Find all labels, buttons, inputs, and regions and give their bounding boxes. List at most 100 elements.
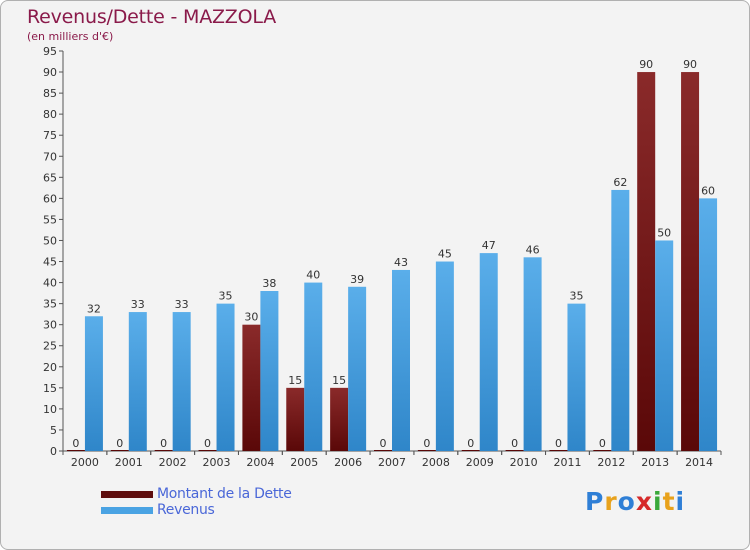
data-label-revenus-2009: 47 bbox=[482, 239, 496, 252]
bar-revenus-2010 bbox=[523, 257, 542, 451]
x-tick-label: 2002 bbox=[159, 456, 187, 469]
data-label-dette-2014: 90 bbox=[683, 58, 697, 71]
x-tick-label: 2001 bbox=[115, 456, 143, 469]
data-label-revenus-2012: 62 bbox=[613, 176, 627, 189]
data-label-dette-2003: 0 bbox=[204, 437, 211, 450]
y-tick-label: 45 bbox=[43, 256, 57, 269]
y-tick-label: 15 bbox=[43, 382, 57, 395]
bar-revenus-2006 bbox=[348, 286, 367, 451]
data-label-revenus-2000: 32 bbox=[87, 302, 101, 315]
data-label-dette-2005: 15 bbox=[288, 374, 302, 387]
data-label-revenus-2002: 33 bbox=[175, 298, 189, 311]
data-label-dette-2006: 15 bbox=[332, 374, 346, 387]
logo-letter: r bbox=[604, 487, 618, 516]
data-label-dette-2000: 0 bbox=[72, 437, 79, 450]
x-tick-label: 2005 bbox=[290, 456, 318, 469]
y-tick-label: 65 bbox=[43, 171, 57, 184]
chart-title: Revenus/Dette - MAZZOLA bbox=[27, 6, 276, 28]
data-label-dette-2007: 0 bbox=[380, 437, 387, 450]
x-tick-label: 2013 bbox=[641, 456, 669, 469]
bar-dette-2013 bbox=[637, 72, 656, 451]
x-tick-label: 2004 bbox=[246, 456, 274, 469]
x-tick-label: 2000 bbox=[71, 456, 99, 469]
data-label-revenus-2013: 50 bbox=[657, 226, 671, 239]
y-tick-label: 5 bbox=[50, 424, 57, 437]
y-tick-label: 20 bbox=[43, 361, 57, 374]
y-tick-label: 40 bbox=[43, 277, 57, 290]
data-label-dette-2013: 90 bbox=[639, 58, 653, 71]
bar-revenus-2011 bbox=[567, 303, 586, 451]
chart-subtitle: (en milliers d'€) bbox=[27, 30, 114, 43]
data-label-revenus-2005: 40 bbox=[306, 269, 320, 282]
bar-dette-2002 bbox=[154, 450, 173, 451]
data-label-revenus-2003: 35 bbox=[219, 290, 233, 303]
data-label-dette-2004: 30 bbox=[244, 311, 258, 324]
data-label-dette-2008: 0 bbox=[423, 437, 430, 450]
y-tick-label: 0 bbox=[50, 445, 57, 458]
bar-revenus-2003 bbox=[216, 303, 235, 451]
bar-dette-2006 bbox=[330, 387, 349, 451]
x-tick-label: 2014 bbox=[685, 456, 713, 469]
bar-dette-2000 bbox=[66, 450, 85, 451]
data-label-dette-2009: 0 bbox=[467, 437, 474, 450]
bar-dette-2012 bbox=[593, 450, 612, 451]
bar-revenus-2012 bbox=[611, 189, 630, 451]
y-tick-label: 35 bbox=[43, 298, 57, 311]
bar-dette-2011 bbox=[549, 450, 568, 451]
data-label-revenus-2006: 39 bbox=[350, 273, 364, 286]
bar-revenus-2002 bbox=[172, 312, 191, 451]
x-tick-label: 2008 bbox=[422, 456, 450, 469]
data-label-revenus-2001: 33 bbox=[131, 298, 145, 311]
y-tick-label: 75 bbox=[43, 129, 57, 142]
y-tick-label: 95 bbox=[43, 45, 57, 58]
y-tick-label: 70 bbox=[43, 150, 57, 163]
logo-letter: t bbox=[662, 487, 676, 516]
y-tick-label: 30 bbox=[43, 319, 57, 332]
logo-letter: x bbox=[635, 487, 653, 516]
logo-letter: i bbox=[653, 487, 663, 516]
bar-dette-2007 bbox=[374, 450, 392, 451]
bar-revenus-2009 bbox=[479, 253, 498, 451]
legend-label-revenus: Revenus bbox=[157, 502, 215, 518]
bar-revenus-2007 bbox=[392, 269, 410, 451]
data-label-dette-2010: 0 bbox=[511, 437, 518, 450]
data-label-dette-2002: 0 bbox=[160, 437, 167, 450]
bar-revenus-2008 bbox=[435, 261, 454, 451]
y-tick-label: 10 bbox=[43, 403, 57, 416]
data-label-dette-2001: 0 bbox=[116, 437, 123, 450]
bar-dette-2003 bbox=[198, 450, 217, 451]
x-tick-label: 2007 bbox=[378, 456, 406, 469]
x-tick-label: 2012 bbox=[597, 456, 625, 469]
x-tick-label: 2009 bbox=[466, 456, 494, 469]
proxiti-logo: Proxiti bbox=[585, 487, 685, 516]
x-tick-label: 2010 bbox=[510, 456, 538, 469]
x-tick-label: 2003 bbox=[203, 456, 231, 469]
logo-letter: o bbox=[617, 487, 636, 516]
data-label-dette-2011: 0 bbox=[555, 437, 562, 450]
data-label-revenus-2010: 46 bbox=[526, 243, 540, 256]
bar-revenus-2004 bbox=[260, 291, 279, 451]
logo-letter: P bbox=[585, 487, 605, 516]
bar-dette-2010 bbox=[505, 450, 524, 451]
data-label-revenus-2011: 35 bbox=[569, 290, 583, 303]
y-tick-label: 60 bbox=[43, 192, 57, 205]
bar-revenus-2005 bbox=[304, 282, 323, 451]
y-tick-label: 50 bbox=[43, 234, 57, 247]
data-label-dette-2012: 0 bbox=[599, 437, 606, 450]
y-tick-label: 80 bbox=[43, 108, 57, 121]
bar-dette-2004 bbox=[242, 324, 261, 451]
bar-revenus-2000 bbox=[84, 316, 103, 451]
x-tick-label: 2006 bbox=[334, 456, 362, 469]
data-label-revenus-2007: 43 bbox=[394, 256, 408, 269]
bar-dette-2005 bbox=[286, 387, 305, 451]
legend-label-dette: Montant de la Dette bbox=[157, 486, 292, 502]
bar-revenus-2014 bbox=[699, 198, 718, 451]
y-tick-label: 25 bbox=[43, 340, 57, 353]
y-tick-label: 90 bbox=[43, 66, 57, 79]
logo-letter: i bbox=[675, 487, 686, 516]
data-label-revenus-2014: 60 bbox=[701, 184, 715, 197]
bar-revenus-2013 bbox=[655, 240, 674, 451]
legend-swatch-dette bbox=[101, 491, 153, 498]
